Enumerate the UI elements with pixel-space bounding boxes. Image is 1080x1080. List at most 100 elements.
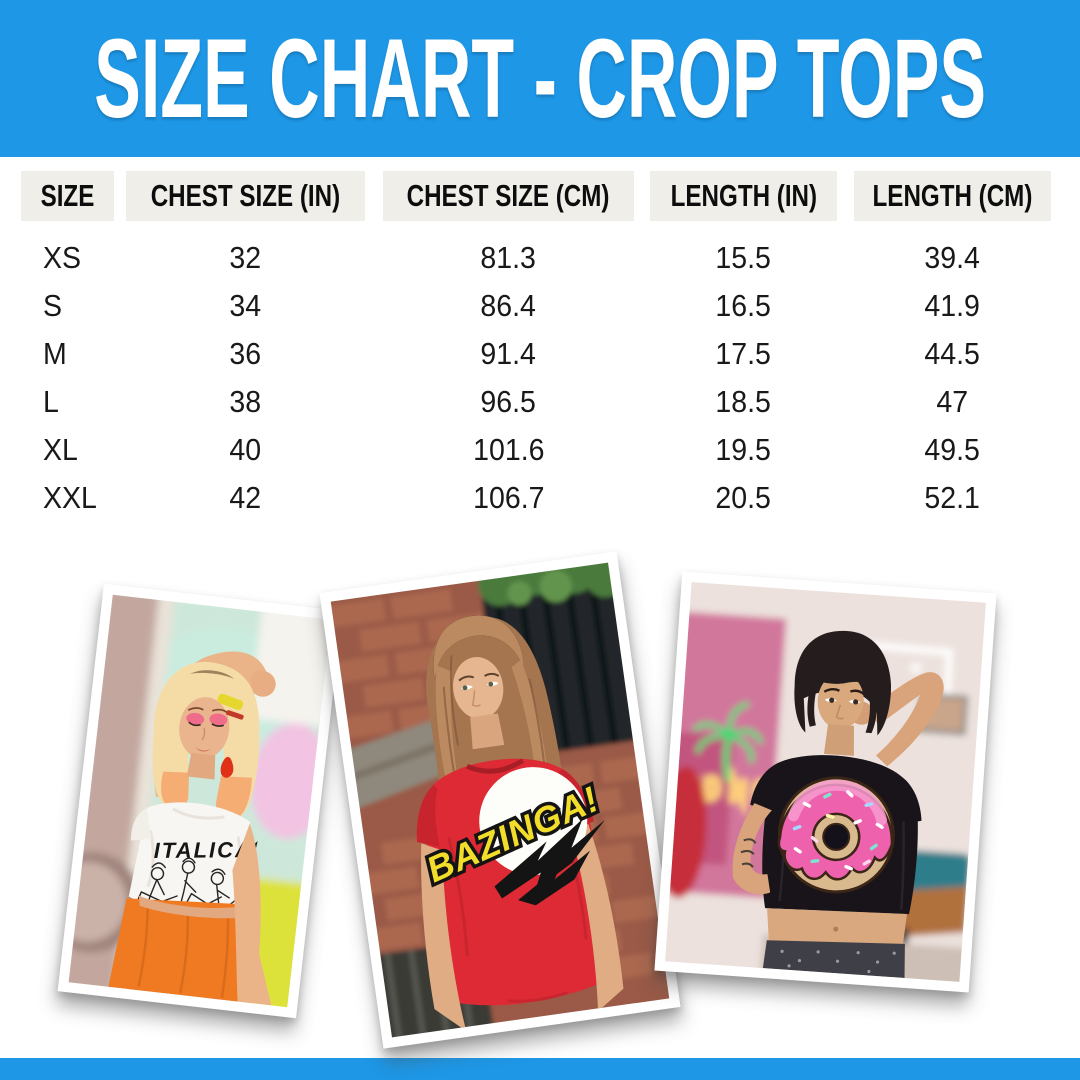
cell-size: L (43, 384, 59, 419)
cell-size: M (43, 336, 67, 371)
donut-graphic (777, 776, 895, 894)
donut-hole (822, 822, 851, 851)
red-earring (220, 756, 234, 778)
cell-chest-in: 42 (229, 480, 262, 515)
bottom-accent-strip (0, 1058, 1080, 1080)
cell-chest-in: 36 (229, 336, 262, 371)
face (817, 672, 864, 729)
cell-chest-in: 38 (229, 384, 262, 419)
hair-roots (190, 670, 235, 680)
sleeve-right (894, 777, 922, 826)
photo-card-white-italica-crop-top: ITALICA (57, 583, 343, 1019)
column-header-chest-in: CHEST SIZE (IN) (126, 171, 365, 221)
table-row: L 38 96.5 18.5 47 (21, 378, 1059, 426)
navel (833, 926, 839, 932)
red-hair-clip (226, 710, 244, 720)
nose (835, 704, 844, 720)
sleeve-left (416, 785, 440, 847)
arm-left (421, 843, 466, 1028)
photo-card-red-bazinga-crop-top: BAZINGA! (319, 551, 681, 1049)
cell-length-cm: 47 (936, 384, 969, 419)
title-banner: SIZE CHART - CROP TOPS (0, 0, 1080, 157)
lightning-bolt-icon (494, 818, 605, 899)
cell-length-in: 15.5 (715, 240, 772, 275)
eyeshadow-right (209, 713, 228, 726)
brows (187, 707, 228, 714)
cell-chest-cm: 81.3 (480, 240, 537, 275)
shirt-text-italica: ITALICA (154, 837, 253, 863)
neon-palm-sign (692, 701, 764, 783)
table-row: XXL 42 106.7 20.5 52.1 (21, 474, 1059, 522)
brows (458, 672, 500, 682)
cell-chest-cm: 91.4 (480, 336, 537, 371)
yellow-hair-clip (217, 693, 244, 710)
tattoo (740, 838, 757, 868)
cell-length-cm: 52.1 (924, 480, 981, 515)
photo-white-crop-top: ITALICA (68, 594, 332, 1008)
midriff (138, 895, 247, 919)
cell-chest-cm: 101.6 (472, 432, 545, 467)
frosting-highlight (788, 779, 887, 826)
model-pixie (732, 630, 944, 978)
cell-size: XS (43, 240, 82, 275)
column-header-length-in: LENGTH (IN) (650, 171, 837, 221)
hair-sides (807, 678, 877, 734)
photo-red-crop-top: BAZINGA! (330, 562, 670, 1038)
lightning-bolt-icon-2 (518, 850, 591, 906)
cell-length-cm: 49.5 (924, 432, 981, 467)
arm-down (232, 823, 272, 1006)
nose (471, 690, 481, 707)
cell-length-in: 17.5 (715, 336, 772, 371)
cell-chest-in: 34 (229, 288, 262, 323)
cell-length-in: 18.5 (715, 384, 772, 419)
neck (823, 724, 854, 756)
table-body: XS 32 81.3 15.5 39.4 S 34 86.4 16.5 41.9… (21, 234, 1059, 522)
neck (186, 752, 216, 780)
photo-black-crop-top (665, 582, 986, 982)
photo-card-black-donut-crop-top (654, 571, 997, 993)
cell-length-in: 19.5 (715, 432, 772, 467)
cell-length-cm: 41.9 (924, 288, 981, 323)
column-header-length-cm: LENGTH (CM) (854, 171, 1051, 221)
hair-orange-tips (161, 771, 252, 820)
cell-chest-in: 32 (229, 240, 262, 275)
sprinkles (792, 790, 884, 871)
face (179, 697, 230, 759)
column-header-chest-cm: CHEST SIZE (CM) (383, 171, 634, 221)
cell-length-cm: 44.5 (924, 336, 981, 371)
cell-length-in: 20.5 (715, 480, 772, 515)
cell-chest-cm: 96.5 (480, 384, 537, 419)
hand (251, 670, 276, 697)
page-title: SIZE CHART - CROP TOPS (94, 15, 986, 142)
size-chart-table: SIZE CHEST SIZE (IN) CHEST SIZE (CM) LEN… (21, 171, 1059, 522)
neck (470, 713, 505, 750)
table-row: XS 32 81.3 15.5 39.4 (21, 234, 1059, 282)
skirt-folds (137, 906, 230, 998)
model-blonde: ITALICA (108, 651, 276, 1006)
lips (195, 747, 211, 752)
column-header-size: SIZE (21, 171, 114, 221)
cell-size: S (43, 288, 63, 323)
bottoms-pattern (780, 949, 896, 974)
cell-chest-cm: 86.4 (480, 288, 537, 323)
nose (201, 727, 206, 741)
neckline (465, 758, 525, 774)
patterned-bottoms (762, 940, 905, 978)
sleeve-left (131, 808, 152, 841)
cell-size: XXL (43, 480, 97, 515)
cell-chest-cm: 106.7 (472, 480, 545, 515)
face (453, 657, 504, 719)
cell-chest-in: 40 (229, 432, 262, 467)
orange-skirt (108, 898, 255, 1003)
eyes-closed (188, 721, 225, 727)
sleeve-left (750, 764, 783, 813)
table-row: XL 40 101.6 19.5 49.5 (21, 426, 1059, 474)
table-header-row: SIZE CHEST SIZE (IN) CHEST SIZE (CM) LEN… (21, 171, 1059, 221)
cell-length-cm: 39.4 (924, 240, 981, 275)
cell-size: XL (43, 432, 78, 467)
model-brunette: BAZINGA! (416, 615, 624, 1028)
brows (823, 688, 866, 696)
eyeshadow-left (186, 712, 205, 725)
table-row: M 36 91.4 17.5 44.5 (21, 330, 1059, 378)
